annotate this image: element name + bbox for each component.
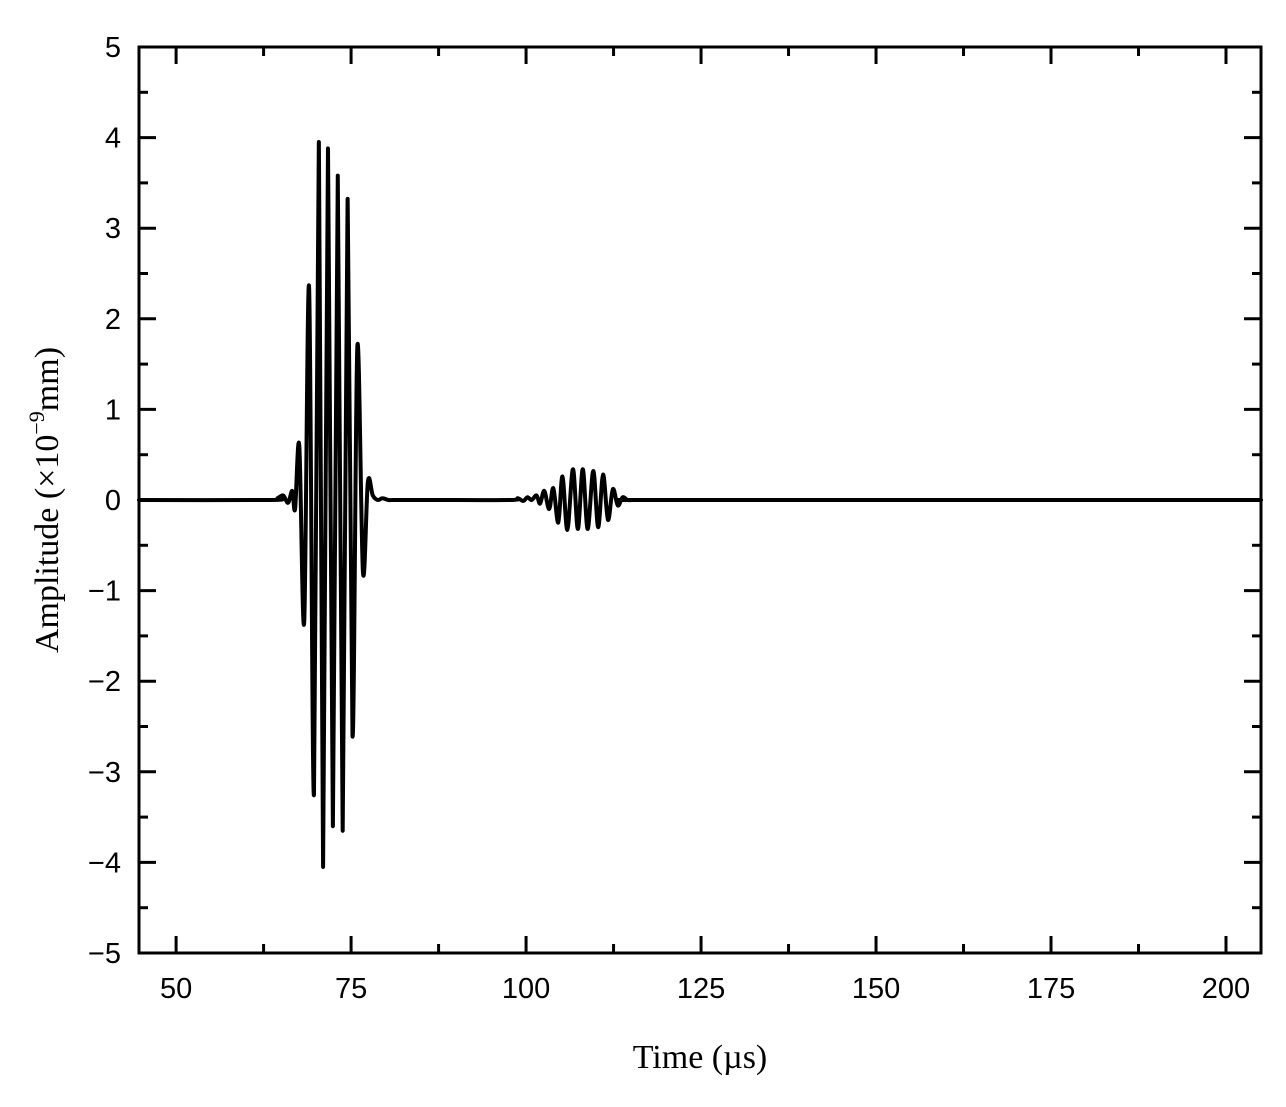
y-tick-label: −1 (88, 576, 121, 608)
y-tick-label: 5 (105, 32, 121, 64)
y-tick-label: 3 (105, 213, 121, 245)
y-tick-label: −4 (88, 847, 121, 879)
y-axis-title-unit: mm) (29, 347, 66, 411)
x-tick-label: 150 (852, 973, 900, 1005)
x-tick-label: 100 (502, 973, 550, 1005)
x-tick-label: 175 (1027, 973, 1075, 1005)
y-tick-label: −3 (88, 757, 121, 789)
x-tick-label: 200 (1202, 973, 1250, 1005)
y-tick-label: −5 (88, 938, 121, 970)
y-tick-label: 1 (105, 394, 121, 426)
y-tick-label: 2 (105, 304, 121, 336)
y-axis-title-exponent: −9 (24, 411, 49, 434)
y-tick-label: 0 (105, 485, 121, 517)
series-line (137, 140, 1263, 869)
y-tick-label: 4 (105, 123, 121, 155)
y-axis-title-main: Amplitude (×10 (29, 435, 66, 653)
plot-frame (137, 45, 1263, 955)
x-axis-title: Time (µs) (633, 1039, 768, 1076)
y-tick-label: −2 (88, 666, 121, 698)
x-tick-label: 125 (677, 973, 725, 1005)
x-tick-label: 50 (160, 973, 192, 1005)
x-tick-labels: 50 75 100 125 150 175 200 (160, 973, 1250, 1005)
y-tick-labels: −5 −4 −3 −2 −1 0 1 2 3 4 5 (88, 32, 121, 970)
x-tick-label: 75 (335, 973, 367, 1005)
y-axis-title: Amplitude (×10−9mm) (24, 347, 66, 653)
